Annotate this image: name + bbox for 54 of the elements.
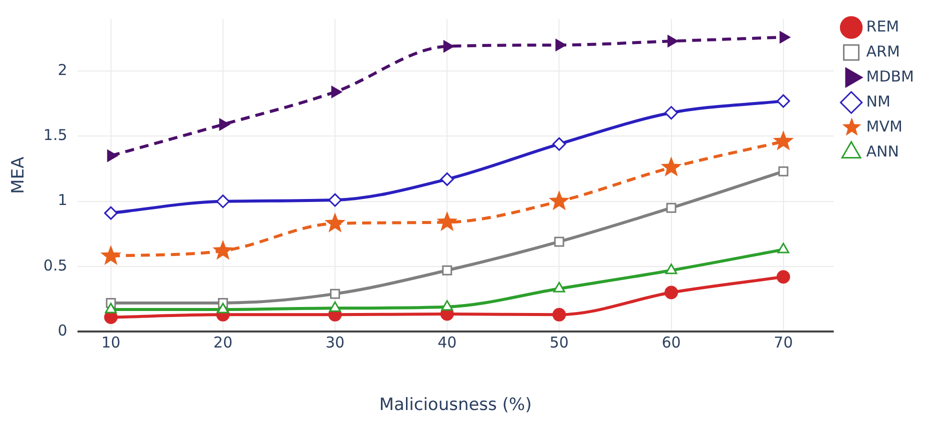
x-tick-label: 20: [213, 333, 232, 352]
x-tick-label: 70: [774, 333, 793, 352]
point: [776, 94, 790, 108]
legend-label: NM: [866, 92, 890, 110]
point: [554, 236, 564, 247]
x-tick-label: 60: [662, 333, 681, 352]
point: [665, 264, 678, 274]
point: [331, 86, 342, 98]
point: [777, 242, 790, 254]
point: [664, 106, 678, 120]
point: [553, 282, 566, 292]
legend-label: REM: [866, 17, 900, 36]
point: [212, 240, 234, 260]
y-tick-label: 1.5: [43, 126, 68, 144]
point: [329, 301, 341, 312]
x-tick-label: 50: [550, 333, 569, 352]
x-tick-label: 10: [101, 333, 120, 352]
legend-label: MDBM: [866, 67, 914, 86]
x-axis-title: Maliciousness (%): [379, 395, 532, 416]
x-tick-label: 40: [438, 333, 457, 352]
point: [552, 137, 566, 151]
point: [664, 286, 678, 300]
point: [440, 172, 454, 186]
x-tick-label: 30: [325, 333, 345, 352]
point: [776, 270, 790, 284]
point: [666, 202, 676, 213]
point: [104, 302, 117, 314]
y-tick-label: 2: [58, 60, 68, 79]
point: [436, 211, 458, 232]
y-tick-label: 1: [58, 191, 68, 210]
point: [219, 118, 230, 130]
point: [778, 166, 788, 176]
point: [443, 40, 454, 52]
point: [328, 193, 342, 207]
point: [441, 300, 454, 311]
point: [216, 194, 230, 208]
point: [217, 302, 229, 314]
point: [772, 130, 794, 150]
point: [548, 190, 570, 210]
legend-label: ANN: [866, 142, 899, 160]
point: [660, 156, 682, 176]
point: [100, 245, 122, 265]
point: [324, 212, 346, 232]
point: [555, 39, 566, 51]
legend-label: MVM: [866, 117, 902, 136]
point: [330, 288, 340, 299]
y-tick-label: 0.5: [43, 256, 68, 274]
legend-label: ARM: [866, 42, 900, 60]
point: [552, 308, 566, 322]
point: [107, 150, 118, 162]
point: [104, 206, 118, 220]
y-axis-title: MEA: [8, 156, 29, 194]
point: [442, 265, 452, 276]
y-tick-label: 0: [58, 321, 68, 340]
